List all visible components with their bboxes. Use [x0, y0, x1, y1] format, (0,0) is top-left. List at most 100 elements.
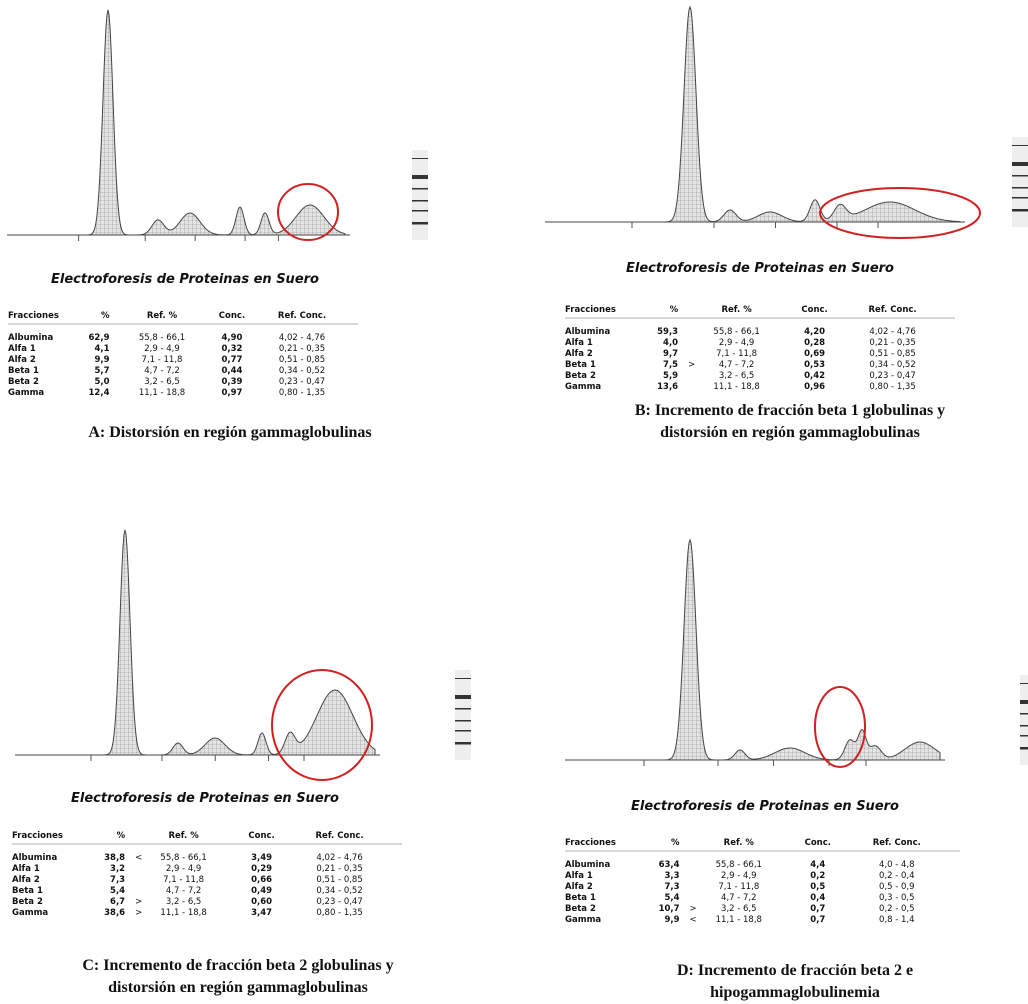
- ref-percent: 7,1 - 11,8: [716, 349, 757, 359]
- ref-percent: 55,8 - 66,1: [713, 327, 759, 337]
- concentration: 0,32: [222, 344, 243, 354]
- ref-percent: 55,8 - 66,1: [160, 853, 206, 863]
- fraction-name: Beta 2: [565, 371, 596, 381]
- percent: 5,4: [110, 886, 125, 896]
- gel-strip: [1012, 137, 1028, 227]
- caption: D: Incremento de fracción beta 2 e: [677, 962, 913, 979]
- ref-concentration: 0,21 - 0,35: [869, 338, 915, 348]
- ref-concentration: 0,23 - 0,47: [316, 897, 362, 907]
- concentration: 4,4: [810, 860, 825, 870]
- fraction-name: Alfa 1: [565, 871, 593, 881]
- ref-concentration: 4,02 - 4,76: [279, 333, 325, 343]
- highlight-ellipse: [819, 187, 981, 239]
- ref-percent: 4,7 - 7,2: [144, 366, 180, 376]
- electrophoresis-curve: [20, 529, 376, 756]
- table-header: Ref. %: [168, 831, 199, 841]
- fraction-name: Albumina: [8, 333, 53, 343]
- concentration: 0,28: [804, 338, 825, 348]
- percent: 62,9: [89, 333, 110, 343]
- ref-percent: 7,1 - 11,8: [142, 355, 183, 365]
- gel-band: [1020, 725, 1028, 727]
- chart-title: Electroforesis de Proteinas en Suero: [631, 799, 899, 814]
- ref-percent: 4,7 - 7,2: [721, 893, 757, 903]
- ref-concentration: 4,02 - 4,76: [316, 853, 362, 863]
- concentration: 0,60: [251, 897, 272, 907]
- concentration: 0,7: [810, 904, 825, 914]
- gel-band: [1012, 209, 1028, 212]
- gel-band: [412, 175, 428, 179]
- ref-concentration: 0,5 - 0,9: [879, 882, 915, 892]
- concentration: 0,29: [251, 864, 272, 874]
- fraction-name: Beta 2: [8, 377, 39, 387]
- table-header: Fracciones: [565, 838, 616, 848]
- ref-concentration: 0,51 - 0,85: [869, 349, 915, 359]
- gel-strip: [412, 150, 428, 240]
- caption: A: Distorsión en región gammaglobulinas: [88, 424, 371, 441]
- table-header: %: [670, 305, 679, 315]
- gel-band: [1012, 145, 1028, 146]
- gel-band: [455, 695, 471, 699]
- concentration: 4,20: [804, 327, 825, 337]
- percent: 7,5: [663, 360, 678, 370]
- gel-band: [455, 678, 471, 679]
- concentration: 0,2: [810, 871, 825, 881]
- ref-concentration: 0,34 - 0,52: [279, 366, 325, 376]
- percent: 7,3: [664, 882, 679, 892]
- percent: 5,7: [94, 366, 109, 376]
- percent: 9,9: [94, 355, 109, 365]
- percent: 3,2: [110, 864, 125, 874]
- percent: 12,4: [89, 388, 110, 398]
- gel-band: [412, 188, 428, 190]
- fraction-name: Gamma: [12, 908, 48, 918]
- gel-band: [412, 158, 428, 159]
- table-header: Ref. %: [724, 838, 755, 848]
- fraction-name: Beta 1: [8, 366, 39, 376]
- fraction-name: Beta 1: [12, 886, 43, 896]
- concentration: 0,97: [222, 388, 243, 398]
- table-header: %: [101, 311, 110, 321]
- concentration: 3,47: [251, 908, 272, 918]
- fraction-name: Beta 1: [565, 360, 596, 370]
- fraction-name: Albumina: [12, 853, 57, 863]
- fraction-name: Gamma: [8, 388, 44, 398]
- table-header: Fracciones: [8, 311, 59, 321]
- concentration: 0,96: [804, 382, 825, 392]
- gel-band: [412, 210, 428, 212]
- ref-concentration: 4,0 - 4,8: [879, 860, 915, 870]
- ref-percent: 4,7 - 7,2: [719, 360, 755, 370]
- fraction-name: Alfa 2: [8, 355, 36, 365]
- highlight-ellipse: [277, 183, 339, 241]
- ref-concentration: 0,34 - 0,52: [316, 886, 362, 896]
- ref-percent: 2,9 - 4,9: [719, 338, 755, 348]
- fraction-name: Gamma: [565, 915, 601, 925]
- fraction-name: Beta 1: [565, 893, 596, 903]
- electrophoresis-curve: [550, 5, 961, 223]
- table-header: %: [671, 838, 680, 848]
- table-header: Ref. Conc.: [869, 305, 917, 315]
- ref-concentration: 0,34 - 0,52: [869, 360, 915, 370]
- panel: Electroforesis de Proteinas en Suero Frac…: [7, 9, 428, 441]
- gel-band: [455, 708, 471, 710]
- fraction-name: Alfa 1: [12, 864, 40, 874]
- gel-strip: [455, 670, 471, 760]
- caption: B: Incremento de fracción beta 1 globuli…: [635, 402, 945, 419]
- ref-concentration: 0,80 - 1,35: [279, 388, 325, 398]
- percent: 5,0: [94, 377, 109, 387]
- panel: Electroforesis de Proteinas en Suero Frac…: [545, 5, 1028, 441]
- table-header: Conc.: [248, 831, 274, 841]
- gel-band: [1012, 162, 1028, 166]
- concentration: 3,49: [251, 853, 272, 863]
- table-header: Conc.: [219, 311, 245, 321]
- gel-band: [412, 200, 428, 202]
- percent: 7,3: [110, 875, 125, 885]
- concentration: 0,5: [810, 882, 825, 892]
- panel: Electroforesis de Proteinas en Suero Frac…: [12, 529, 471, 996]
- ref-concentration: 0,23 - 0,47: [869, 371, 915, 381]
- flag: <: [135, 853, 142, 863]
- fraction-name: Beta 2: [12, 897, 43, 907]
- ref-percent: 4,7 - 7,2: [166, 886, 202, 896]
- concentration: 0,44: [222, 366, 243, 376]
- ref-concentration: 0,2 - 0,4: [879, 871, 915, 881]
- percent: 38,8: [104, 853, 125, 863]
